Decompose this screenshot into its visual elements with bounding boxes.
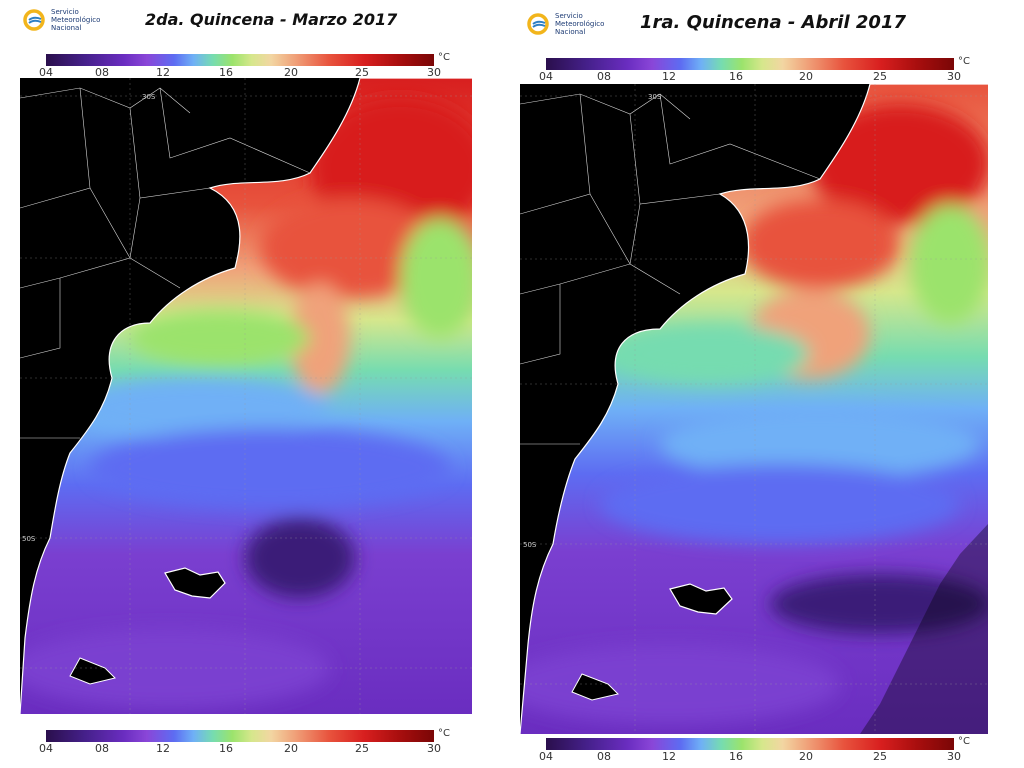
colorbar-tick: 08 bbox=[95, 66, 109, 79]
colorbar-tick: 12 bbox=[662, 70, 676, 83]
sst-map: 30S 50S bbox=[20, 78, 472, 714]
colorbar-unit: °C bbox=[958, 736, 970, 747]
colorbar-tick: 25 bbox=[355, 742, 369, 755]
colorbar-tick: 16 bbox=[729, 70, 743, 83]
colorbar-tick: 25 bbox=[355, 66, 369, 79]
logo-line3: Nacional bbox=[51, 24, 82, 32]
sst-map-graphic: 30S 50S bbox=[20, 78, 472, 714]
panel-abril: Servicio Meteorológico Nacional 1ra. Qui… bbox=[512, 0, 1024, 768]
logo-line2: Meteorológico bbox=[51, 16, 101, 24]
lat-label-30s: 30S bbox=[142, 93, 156, 101]
colorbar-tick: 08 bbox=[95, 742, 109, 755]
colorbar-tick: 20 bbox=[799, 70, 813, 83]
colorbar-tick: 30 bbox=[427, 742, 441, 755]
colorbar-tick: 04 bbox=[39, 742, 53, 755]
colorbar-gradient bbox=[46, 730, 434, 742]
colorbar-tick: 12 bbox=[156, 66, 170, 79]
colorbar-tick: 30 bbox=[427, 66, 441, 79]
smn-logo: Servicio Meteorológico Nacional bbox=[22, 8, 100, 32]
panel-marzo: Servicio Meteorológico Nacional 2da. Qui… bbox=[0, 0, 500, 768]
colorbar-tick: 08 bbox=[597, 750, 611, 763]
colorbar-top: 04 08 12 16 20 25 30 °C bbox=[20, 52, 470, 79]
logo-line1: Servicio bbox=[51, 8, 79, 16]
colorbar-gradient bbox=[546, 738, 954, 750]
smn-logo-icon bbox=[527, 13, 549, 35]
logo-line1: Servicio bbox=[555, 12, 583, 20]
colorbar-tick: 20 bbox=[799, 750, 813, 763]
colorbar-bottom: 04 08 12 16 20 25 30 °C bbox=[20, 714, 470, 755]
sst-map: 30S 50S bbox=[520, 84, 988, 734]
lat-label-30s: 30S bbox=[648, 93, 662, 101]
panel-title: 1ra. Quincena - Abril 2017 bbox=[640, 12, 906, 33]
colorbar-tick: 25 bbox=[873, 750, 887, 763]
colorbar-tick: 30 bbox=[947, 750, 961, 763]
colorbar-tick: 16 bbox=[219, 742, 233, 755]
colorbar-unit: °C bbox=[958, 56, 970, 67]
smn-logo-icon bbox=[23, 9, 45, 31]
colorbar-tick: 08 bbox=[597, 70, 611, 83]
colorbar-gradient bbox=[46, 54, 434, 66]
logo-line3: Nacional bbox=[555, 28, 586, 36]
colorbar-unit: °C bbox=[438, 52, 450, 63]
colorbar-tick: 04 bbox=[539, 750, 553, 763]
colorbar-tick: 16 bbox=[729, 750, 743, 763]
lat-label-50s: 50S bbox=[523, 541, 537, 549]
colorbar-tick: 12 bbox=[156, 742, 170, 755]
colorbar-tick: 04 bbox=[39, 66, 53, 79]
smn-logo: Servicio Meteorológico Nacional bbox=[526, 12, 604, 36]
logo-line2: Meteorológico bbox=[555, 20, 605, 28]
colorbar-tick: 16 bbox=[219, 66, 233, 79]
colorbar-tick: 20 bbox=[284, 742, 298, 755]
lat-label-50s: 50S bbox=[22, 535, 36, 543]
colorbar-tick: 04 bbox=[539, 70, 553, 83]
colorbar-bottom: 04 08 12 16 20 25 30 °C bbox=[520, 734, 990, 768]
colorbar-unit: °C bbox=[438, 728, 450, 739]
logo-text: Servicio Meteorológico Nacional bbox=[555, 12, 604, 36]
colorbar-top: 04 08 12 16 20 25 30 °C bbox=[520, 56, 990, 83]
colorbar-tick: 12 bbox=[662, 750, 676, 763]
logo-text: Servicio Meteorológico Nacional bbox=[51, 8, 100, 32]
panel-title: 2da. Quincena - Marzo 2017 bbox=[145, 10, 398, 29]
colorbar-tick: 30 bbox=[947, 70, 961, 83]
sst-map-graphic: 30S 50S bbox=[520, 84, 988, 734]
colorbar-gradient bbox=[546, 58, 954, 70]
colorbar-tick: 20 bbox=[284, 66, 298, 79]
colorbar-tick: 25 bbox=[873, 70, 887, 83]
